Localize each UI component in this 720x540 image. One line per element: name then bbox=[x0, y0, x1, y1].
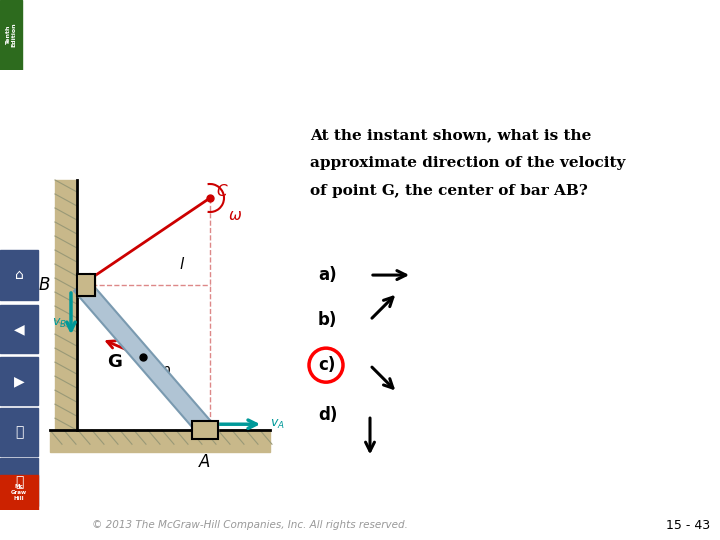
Text: 15 - 43: 15 - 43 bbox=[666, 518, 710, 532]
Text: b): b) bbox=[318, 311, 338, 329]
Bar bbox=[0, 305, 38, 353]
Bar bbox=[0, 458, 38, 507]
Text: $v_B$: $v_B$ bbox=[52, 316, 67, 329]
Text: A: A bbox=[199, 453, 211, 471]
Text: At the instant shown, what is the: At the instant shown, what is the bbox=[310, 128, 591, 142]
Bar bbox=[77, 274, 95, 296]
Text: Tenth
Edition: Tenth Edition bbox=[6, 23, 17, 48]
Text: of point G, the center of bar AB?: of point G, the center of bar AB? bbox=[310, 184, 588, 198]
Bar bbox=[77, 274, 95, 296]
Text: ⏭: ⏭ bbox=[15, 425, 23, 439]
Bar bbox=[55, 180, 77, 430]
Text: C: C bbox=[216, 185, 227, 199]
Text: l: l bbox=[179, 258, 184, 272]
Bar bbox=[50, 430, 270, 452]
Text: ⏮: ⏮ bbox=[15, 475, 23, 489]
Text: $v_A$: $v_A$ bbox=[270, 417, 285, 431]
Bar bbox=[0, 357, 38, 405]
Bar bbox=[192, 421, 218, 439]
Text: G: G bbox=[107, 353, 122, 370]
Text: B: B bbox=[39, 276, 50, 294]
Text: $\theta$: $\theta$ bbox=[161, 364, 171, 380]
Text: c): c) bbox=[318, 356, 336, 374]
Bar bbox=[192, 421, 218, 439]
Bar bbox=[0, 475, 38, 510]
Text: approximate direction of the velocity: approximate direction of the velocity bbox=[310, 156, 626, 170]
Text: $\omega$: $\omega$ bbox=[228, 208, 242, 223]
Bar bbox=[0, 0, 22, 70]
Bar bbox=[0, 250, 38, 300]
Text: © 2013 The McGraw-Hill Companies, Inc. All rights reserved.: © 2013 The McGraw-Hill Companies, Inc. A… bbox=[92, 520, 408, 530]
Text: d): d) bbox=[318, 406, 338, 424]
Bar bbox=[0, 408, 38, 456]
Text: a): a) bbox=[318, 266, 337, 284]
Text: ⌂: ⌂ bbox=[14, 268, 23, 282]
Text: Vector Mechanics for Engineers: Dynamics: Vector Mechanics for Engineers: Dynamics bbox=[58, 19, 692, 45]
Polygon shape bbox=[74, 279, 212, 434]
Text: ▶: ▶ bbox=[14, 374, 24, 388]
Text: ◀: ◀ bbox=[14, 322, 24, 336]
Text: Mc
Graw
Hill: Mc Graw Hill bbox=[11, 484, 27, 501]
Text: Instantaneous Center of Rotation in Plane Motion: Instantaneous Center of Rotation in Plan… bbox=[109, 76, 611, 94]
